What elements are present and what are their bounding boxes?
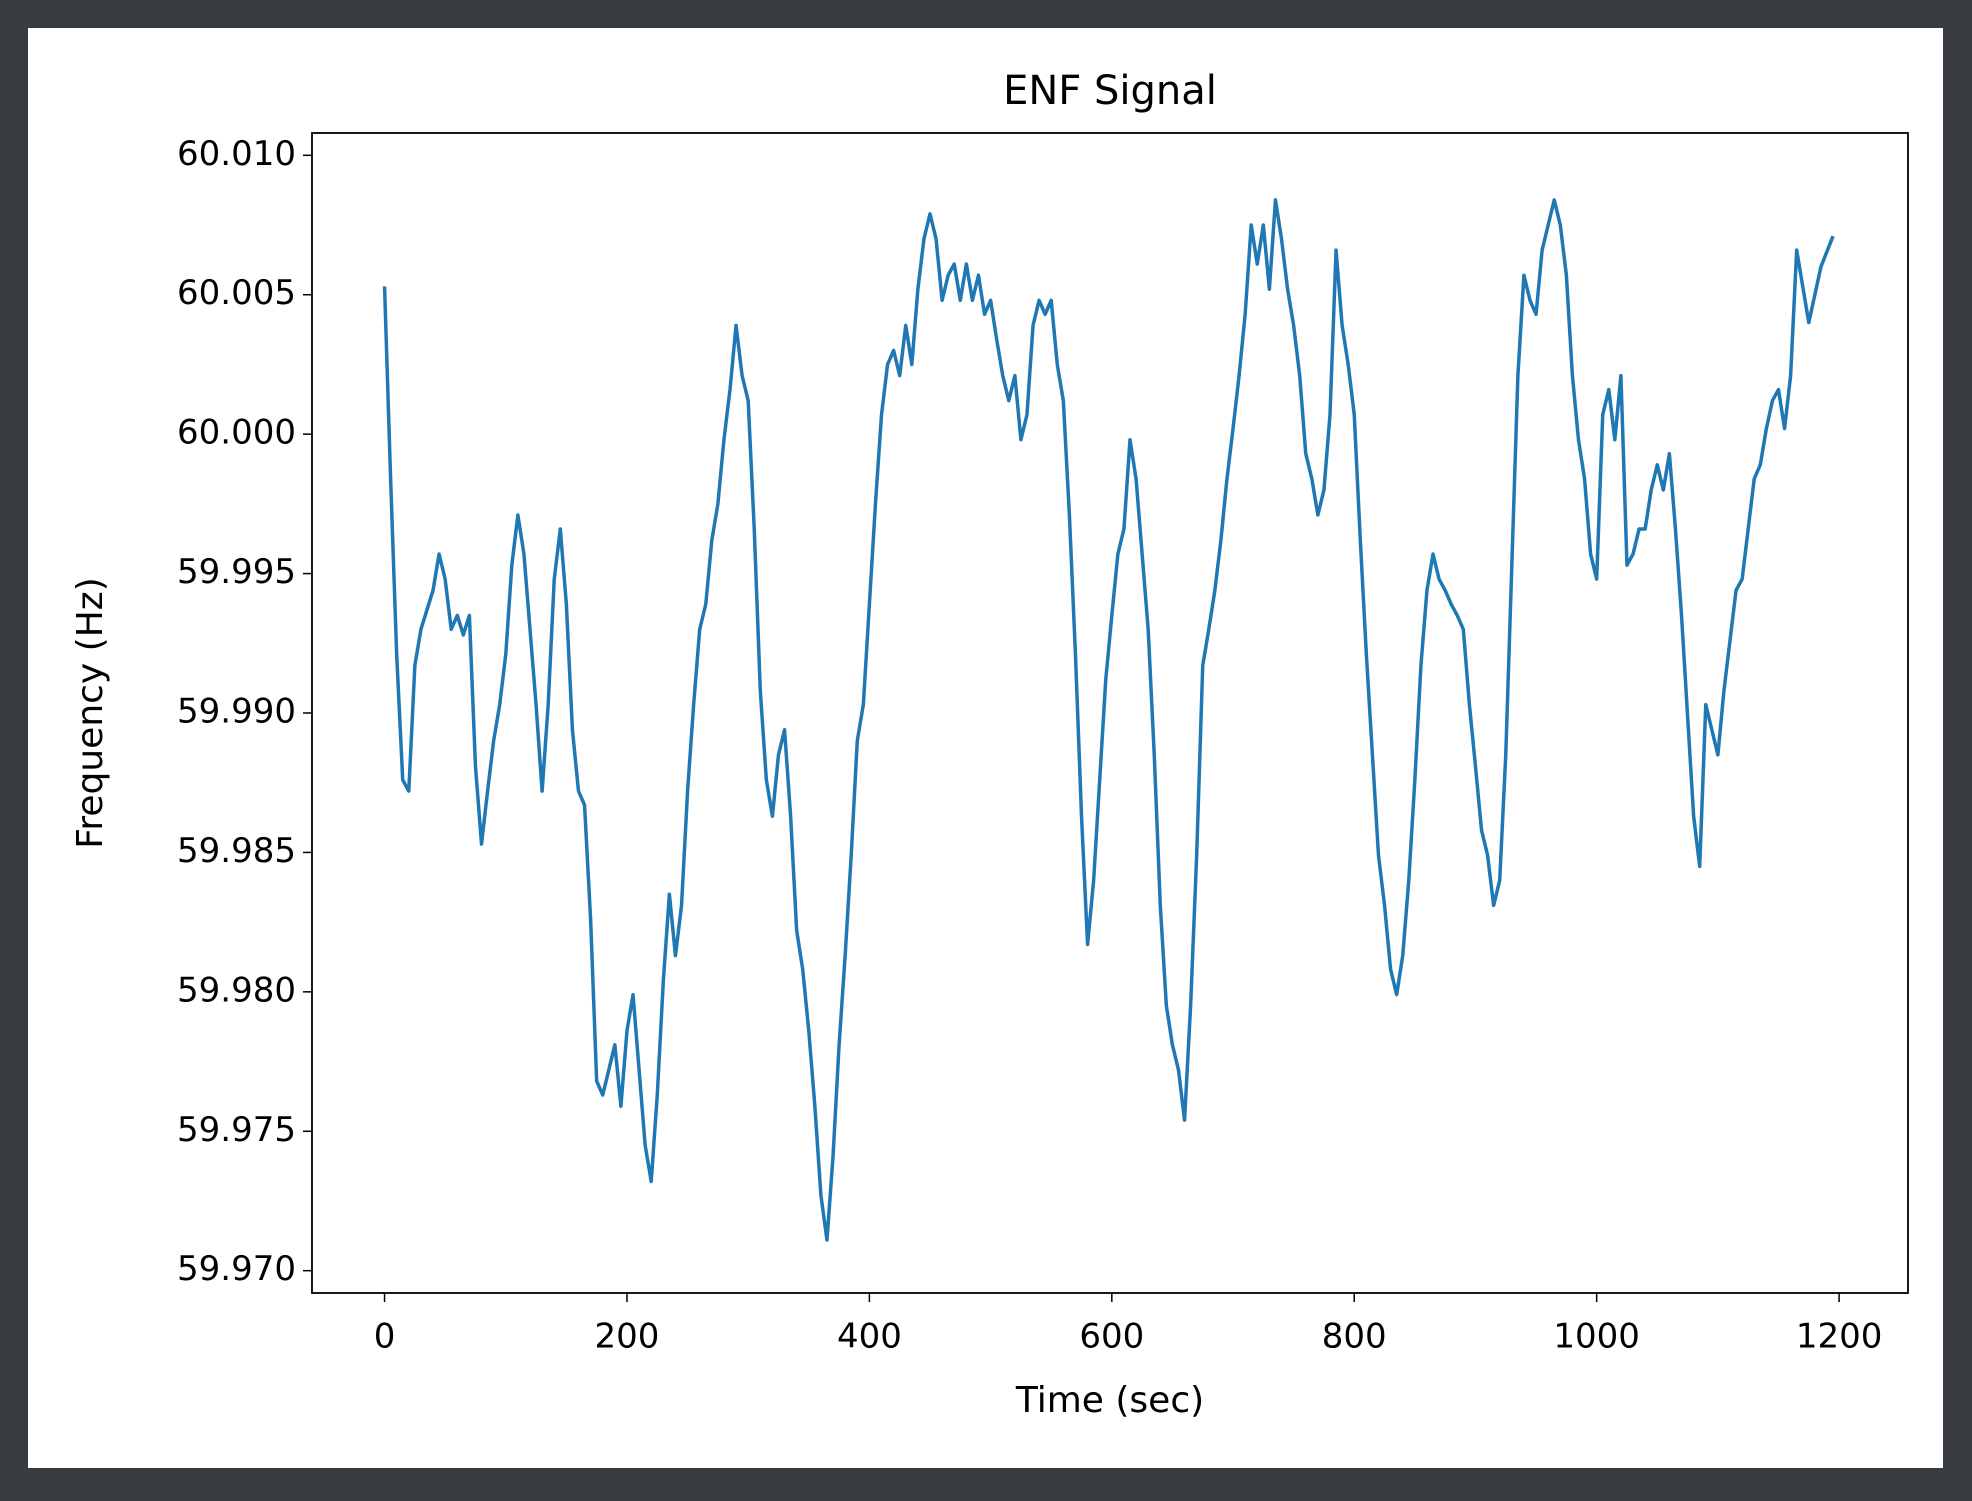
y-tick-label: 59.975 — [177, 1110, 296, 1150]
y-tick-label: 59.995 — [177, 552, 296, 592]
plot-frame — [311, 132, 1909, 1294]
x-tick-label: 800 — [1322, 1317, 1387, 1357]
y-tick-label: 60.010 — [177, 134, 296, 174]
x-tick-label: 400 — [837, 1317, 902, 1357]
x-tick-label: 600 — [1079, 1317, 1144, 1357]
y-tick-label: 60.005 — [177, 273, 296, 313]
line-series — [382, 198, 1835, 1242]
x-axis-label: Time (sec) — [1015, 1380, 1204, 1421]
figure-background — [28, 28, 1943, 1468]
y-tick-label: 59.985 — [177, 831, 296, 871]
y-tick-label: 60.000 — [177, 413, 296, 453]
y-tick-label: 59.990 — [177, 692, 296, 732]
y-tick-label: 59.980 — [177, 970, 296, 1010]
x-tick-label: 0 — [374, 1317, 396, 1357]
x-tick-label: 200 — [595, 1317, 660, 1357]
chart-title: ENF Signal — [1003, 68, 1217, 114]
y-tick-label: 59.970 — [177, 1249, 296, 1289]
y-axis-label: Frequency (Hz) — [70, 577, 111, 848]
x-tick-label: 1200 — [1796, 1317, 1883, 1357]
x-tick-label: 1000 — [1553, 1317, 1640, 1357]
